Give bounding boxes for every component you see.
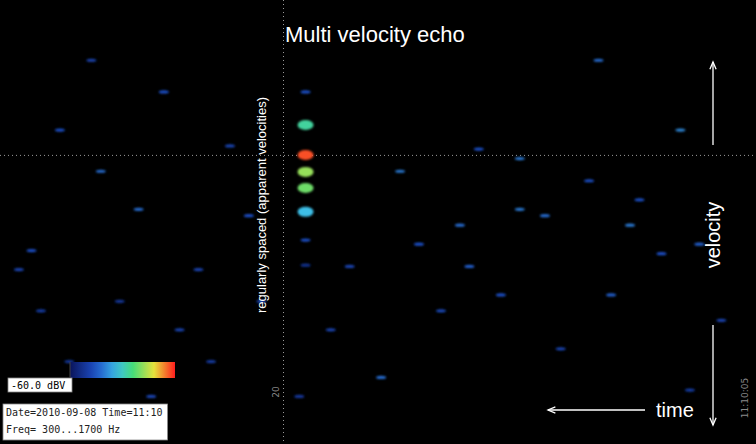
noise-spot <box>86 59 96 62</box>
noise-spot <box>594 59 604 62</box>
noise-spot <box>193 268 203 271</box>
noise-spot <box>301 264 311 267</box>
colorbar-label: -60.0 dBV <box>11 380 65 391</box>
noise-spot <box>675 128 685 131</box>
noise-spot <box>244 214 254 217</box>
noise-spot <box>395 170 405 173</box>
colorbar <box>70 362 175 378</box>
noise-spot <box>657 252 667 255</box>
echo-spot <box>298 120 314 130</box>
noise-spot <box>96 170 106 173</box>
noise-spot <box>515 208 525 211</box>
info-freq: Freq= 300...1700 Hz <box>6 424 120 435</box>
noise-spot <box>436 309 446 312</box>
noise-spot <box>474 147 484 150</box>
velocity-arrow-down <box>712 325 713 425</box>
noise-spot <box>540 214 550 217</box>
x-tick-label: 20 <box>271 386 281 398</box>
echo-spot <box>298 150 314 160</box>
noise-spot <box>556 347 566 350</box>
noise-spot <box>159 90 169 93</box>
velocity-arrow-down-head <box>710 418 716 425</box>
x-tick-label: 11:10:05 <box>740 378 750 418</box>
time-arrow-head <box>548 407 555 413</box>
time-arrow <box>548 409 645 410</box>
noise-spot <box>36 309 46 312</box>
noise-spot <box>634 198 644 201</box>
noise-spot <box>225 144 235 147</box>
noise-spot <box>27 249 37 252</box>
noise-spot <box>55 128 65 131</box>
noise-spot <box>14 268 24 271</box>
noise-spot <box>301 238 311 241</box>
noise-spot <box>345 265 355 268</box>
echo-spot <box>298 183 314 193</box>
noise-spot <box>496 293 506 296</box>
chart: Multi velocity echo regularly spaced (app… <box>0 0 756 444</box>
y-axis-label: velocity <box>702 202 724 269</box>
noise-spot <box>584 179 594 182</box>
noise-spot <box>206 360 216 363</box>
noise-spot <box>515 157 525 160</box>
noise-spot <box>455 224 465 227</box>
noise-spot <box>376 376 386 379</box>
reference-line <box>0 155 756 156</box>
echo-spot <box>298 167 314 177</box>
noise-spot <box>294 395 304 398</box>
echo-spot <box>298 207 314 217</box>
colorbar-label-box <box>8 378 72 392</box>
title: Multi velocity echo <box>285 22 465 47</box>
background <box>0 0 756 444</box>
velocity-arrow-up <box>712 62 713 145</box>
noise-spot <box>414 243 424 246</box>
annotation: regularly spaced (apparent velocities) <box>254 97 269 313</box>
noise-spot <box>115 300 125 303</box>
noise-spot <box>326 328 336 331</box>
noise-spot <box>146 395 156 398</box>
noise-spot <box>606 293 616 296</box>
info-date: Date=2010-09-08 Time=11:10 <box>6 407 163 418</box>
noise-spot <box>175 328 185 331</box>
noise-spot <box>464 265 474 268</box>
noise-spot <box>716 319 726 322</box>
noise-spot <box>301 90 311 93</box>
x-axis-label: time <box>656 399 694 421</box>
noise-spot <box>134 208 144 211</box>
velocity-arrow-up-head <box>710 62 716 69</box>
noise-spot <box>625 224 635 227</box>
colorbar-tick <box>70 362 71 378</box>
info-box <box>3 404 168 440</box>
time-grid-line <box>283 0 284 444</box>
noise-spot <box>685 388 695 391</box>
